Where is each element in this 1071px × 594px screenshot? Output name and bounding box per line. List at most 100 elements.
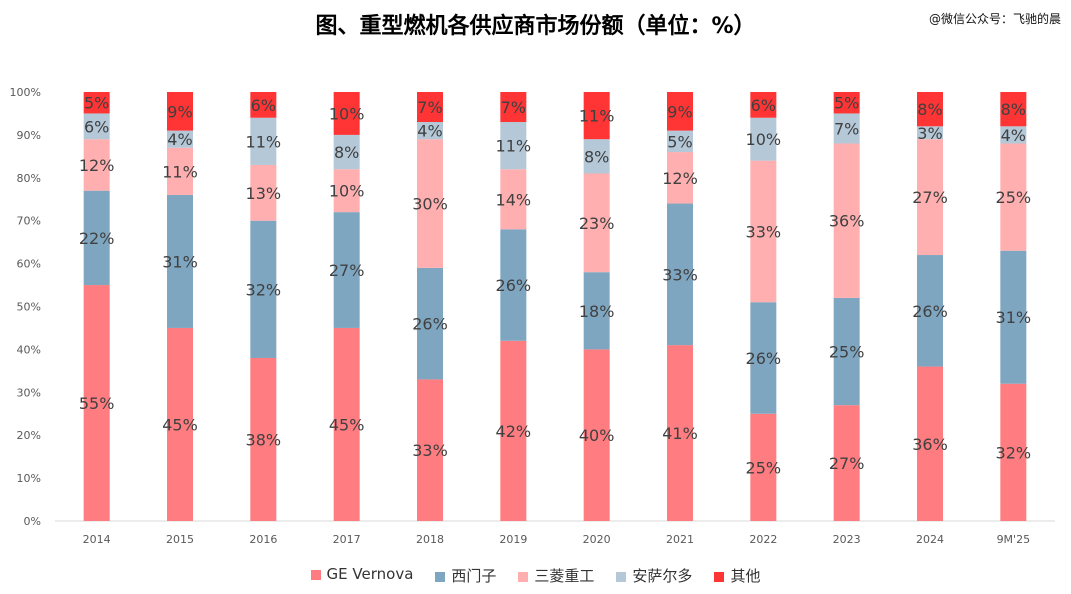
data-label: 11% [496,137,532,156]
bar-segment [83,285,110,521]
bar-segment [250,220,277,358]
data-label: 22% [79,229,115,248]
x-tick-label: 2018 [416,533,444,546]
bar-segment [1000,143,1027,251]
bar-segment [500,169,527,230]
legend-label: 安萨尔多 [632,567,693,585]
legend-label: 其他 [730,567,761,585]
data-label: 30% [412,195,448,214]
bar-segment [333,169,360,213]
x-tick-label: 2017 [333,533,361,546]
data-label: 27% [329,261,365,280]
y-tick-label: 100% [10,86,41,99]
data-label: 41% [662,424,698,443]
x-tick-label: 2023 [833,533,861,546]
bar-segment [667,203,693,346]
legend-label: 三菱重工 [534,567,595,585]
bar-segment [750,117,777,161]
data-label: 31% [996,308,1032,327]
bar-segment [250,164,277,221]
data-label: 5% [834,94,859,113]
data-label: 4% [417,122,442,141]
bar-segment [167,147,193,195]
data-label: 7% [834,119,859,138]
x-tick-label: 2022 [749,533,777,546]
bar-segment [1000,250,1027,384]
data-label: 42% [496,422,532,441]
data-label: 10% [746,130,782,149]
bar-segment [333,212,360,328]
data-label: 33% [746,222,782,241]
data-label: 4% [167,130,192,149]
data-label: 5% [667,132,692,151]
x-tick-label: 2014 [83,533,111,546]
watermark: @微信公众号：飞驰的晨 [928,12,1061,26]
data-label: 5% [84,94,109,113]
legend-swatch [310,569,321,580]
data-label: 36% [912,435,948,454]
x-tick-label: 2016 [249,533,277,546]
legend-swatch [616,571,627,582]
data-label: 6% [751,96,776,115]
data-label: 26% [412,315,448,334]
data-label: 3% [917,124,942,143]
bar-segment [500,92,527,123]
bar-segment [83,190,110,286]
data-label: 26% [912,302,948,321]
bar-segment [333,327,360,521]
x-tick-label: 9M'25 [997,533,1031,546]
bar-segment [83,113,110,140]
data-label: 8% [917,100,942,119]
bar-segment [583,272,610,350]
x-tick-label: 2019 [499,533,527,546]
bar-segment [500,122,527,170]
data-label: 11% [579,107,615,126]
bar-segment [417,267,443,380]
data-label: 33% [662,265,698,284]
bar-segment [750,160,777,303]
y-tick-label: 50% [17,301,41,314]
data-label: 55% [79,394,115,413]
data-label: 32% [996,443,1032,462]
bar-segment [83,139,110,191]
y-tick-label: 60% [17,258,41,271]
bar-segment [417,122,443,140]
data-label: 23% [579,214,615,233]
x-tick-label: 2015 [166,533,194,546]
legend-item: GE Vernova [310,565,414,586]
bar-segment [917,139,943,256]
bar-segment [167,327,193,521]
bar-segment [583,349,610,521]
data-label: 26% [746,349,782,368]
data-label: 27% [829,454,865,473]
legend-swatch [435,571,446,582]
bar-segment [833,92,860,114]
bar-segment [833,405,860,521]
data-label: 25% [996,188,1032,207]
y-tick-label: 70% [17,215,41,228]
y-tick-label: 90% [17,129,41,142]
data-label: 40% [579,426,615,445]
legend-item: 西门子 [435,565,496,586]
data-label: 9% [167,102,192,121]
y-tick-label: 0% [24,515,41,528]
data-label: 4% [1001,126,1026,145]
data-label: 10% [329,182,365,201]
bar-segment [1000,92,1027,127]
data-label: 38% [246,430,282,449]
y-tick-label: 30% [17,386,41,399]
bar-segment [250,117,277,165]
data-label: 36% [829,212,865,231]
legend-label: GE Vernova [326,565,414,583]
data-label: 9% [667,102,692,121]
bar-segment [167,194,193,328]
bar-segment [333,92,360,135]
data-label: 8% [334,143,359,162]
data-label: 12% [662,169,698,188]
x-tick-label: 2020 [583,533,611,546]
bar-segment [583,92,610,140]
data-label: 31% [162,252,198,271]
bar-segment [417,92,443,123]
bar-segment [833,297,860,406]
data-label: 11% [246,132,282,151]
